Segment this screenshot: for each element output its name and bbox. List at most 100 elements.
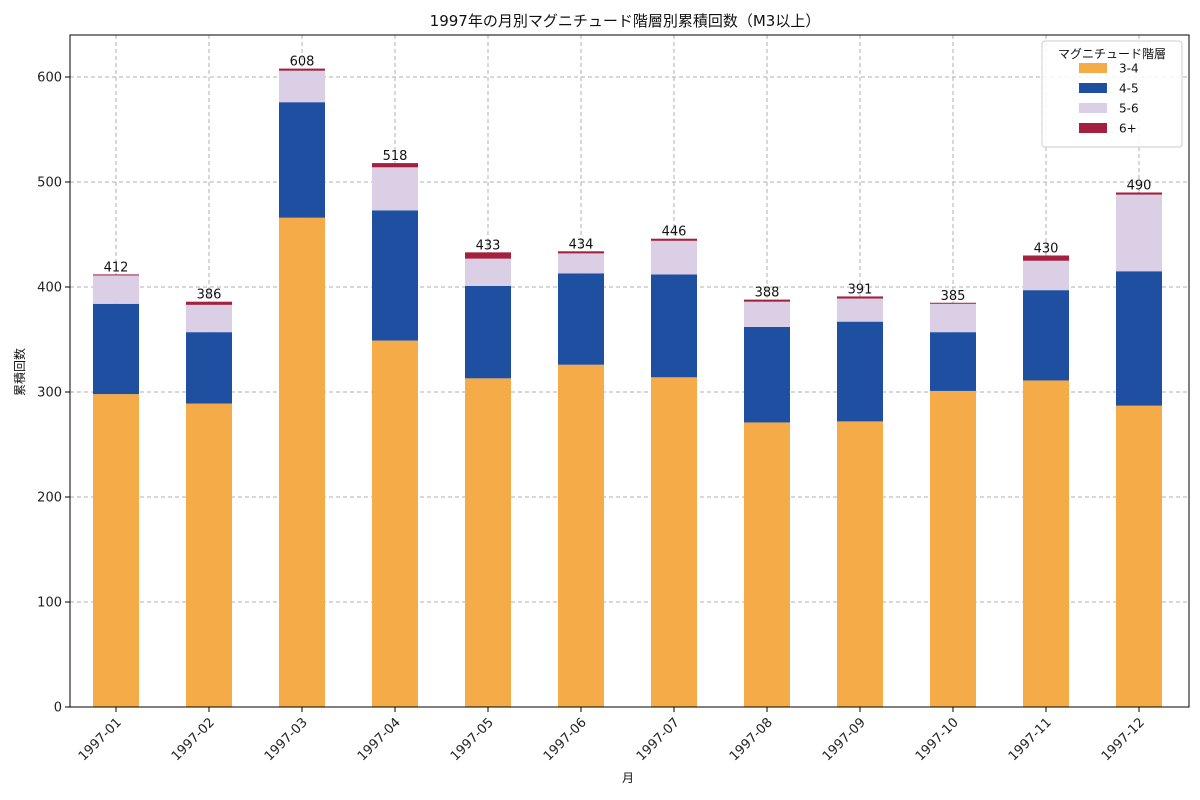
- bar-segment-6+: [837, 296, 883, 299]
- x-tick-label: 1997-11: [1006, 715, 1055, 764]
- x-axis: 1997-01 1997-02 1997-03 1997-04 1997-05 1997-…: [76, 707, 1148, 764]
- bar-segment-3-4: [279, 217, 325, 707]
- x-axis-label: 月: [622, 771, 634, 785]
- x-tick-label: 1997-08: [727, 715, 776, 764]
- x-tick-label: 1997-01: [76, 715, 125, 764]
- bar-total-label: 434: [569, 237, 594, 252]
- bar-segment-5-6: [1116, 194, 1162, 272]
- bar-segment-3-4: [558, 364, 604, 707]
- plot-frame: [69, 34, 1190, 708]
- bar-total-label: 388: [755, 286, 780, 301]
- x-tick-label: 1997-06: [541, 715, 590, 764]
- bar-segment-5-6: [372, 167, 418, 211]
- bar-segment-3-4: [465, 378, 511, 707]
- bar-segment-4-5: [744, 326, 790, 423]
- bar-segment-6+: [93, 274, 139, 276]
- legend-swatch-5-6: [1079, 103, 1107, 113]
- bar-segment-6+: [186, 301, 232, 305]
- bar-segment-3-4: [837, 421, 883, 707]
- bar-segment-4-5: [279, 102, 325, 218]
- legend-label: 4-5: [1119, 82, 1139, 96]
- y-tick-label: 200: [37, 491, 62, 506]
- bar-total-label: 391: [848, 282, 873, 297]
- x-tick-label: 1997-09: [820, 715, 869, 764]
- x-tick-label: 1997-02: [169, 715, 218, 764]
- bar-segment-5-6: [837, 298, 883, 322]
- bar-segment-4-5: [465, 285, 511, 379]
- bar-segment-5-6: [1023, 260, 1069, 291]
- bar-total-label: 490: [1127, 179, 1152, 194]
- bar-segment-3-4: [1023, 380, 1069, 707]
- bar-total-label: 430: [1034, 242, 1059, 257]
- legend-label: 5-6: [1119, 102, 1139, 116]
- bar-segment-3-4: [186, 403, 232, 707]
- bar-segment-5-6: [558, 253, 604, 274]
- bar-segment-3-4: [744, 422, 790, 707]
- bar-total-label: 412: [104, 260, 129, 275]
- bar-total-label: 446: [662, 225, 687, 240]
- bar-segment-3-4: [372, 340, 418, 707]
- x-tick-label: 1997-12: [1099, 715, 1148, 764]
- x-tick-label: 1997-07: [634, 715, 683, 764]
- bars: [93, 68, 1162, 707]
- bar-total-label: 433: [476, 238, 501, 253]
- legend-swatch-3-4: [1079, 63, 1107, 73]
- bar-segment-4-5: [558, 273, 604, 365]
- bar-segment-4-5: [186, 332, 232, 404]
- legend-swatch-6+: [1079, 123, 1107, 133]
- bar-segment-5-6: [651, 240, 697, 275]
- bar-segment-6+: [1116, 192, 1162, 195]
- bar-segment-4-5: [930, 332, 976, 391]
- chart-title: 1997年の月別マグニチュード階層別累積回数（M3以上）: [430, 12, 821, 30]
- y-tick-label: 400: [37, 281, 62, 296]
- bar-total-label: 518: [383, 149, 408, 164]
- bar-total-label: 608: [290, 55, 315, 70]
- bar-segment-4-5: [1116, 271, 1162, 406]
- legend-frame: [1041, 40, 1183, 148]
- bar-segment-3-4: [930, 390, 976, 707]
- legend-label: 3-4: [1119, 62, 1139, 76]
- bar-segment-5-6: [930, 303, 976, 333]
- bar-segment-5-6: [465, 258, 511, 286]
- x-tick-label: 1997-04: [355, 715, 404, 764]
- bar-total-label: 386: [197, 288, 222, 303]
- x-tick-label: 1997-03: [262, 715, 311, 764]
- bar-segment-5-6: [744, 301, 790, 327]
- x-tick-label: 1997-10: [913, 715, 962, 764]
- bar-segment-4-5: [93, 303, 139, 395]
- bar-segment-6+: [372, 163, 418, 168]
- total-labels: 412 386 608 518 433 434 446 388 391 385 430 490: [104, 55, 1152, 304]
- bar-segment-6+: [651, 238, 697, 241]
- bar-segment-6+: [465, 252, 511, 259]
- legend-swatch-4-5: [1079, 83, 1107, 93]
- bar-segment-4-5: [837, 321, 883, 422]
- bar-segment-5-6: [186, 304, 232, 333]
- bar-segment-6+: [930, 302, 976, 304]
- y-axis: 0 100 200 300 400 500 600: [37, 71, 70, 716]
- y-tick-label: 100: [37, 596, 62, 611]
- bar-segment-6+: [558, 251, 604, 254]
- y-tick-label: 0: [54, 701, 62, 716]
- legend: マグニチュード階層 3-4 4-5 5-6 6+: [1041, 40, 1183, 148]
- grid-lines: [70, 35, 1189, 708]
- bar-segment-4-5: [372, 210, 418, 341]
- bar-total-label: 385: [941, 289, 966, 304]
- y-tick-label: 500: [37, 176, 62, 191]
- bar-segment-5-6: [279, 70, 325, 103]
- x-tick-label: 1997-05: [448, 715, 497, 764]
- bar-segment-4-5: [651, 274, 697, 378]
- y-axis-label: 累積回数: [12, 348, 27, 396]
- legend-title: マグニチュード階層: [1058, 46, 1166, 61]
- y-tick-label: 600: [37, 71, 62, 86]
- bar-segment-6+: [1023, 255, 1069, 261]
- bar-segment-3-4: [93, 394, 139, 707]
- y-tick-label: 300: [37, 386, 62, 401]
- bar-segment-4-5: [1023, 290, 1069, 381]
- bar-segment-6+: [744, 299, 790, 302]
- bar-segment-3-4: [1116, 405, 1162, 707]
- bar-segment-6+: [279, 68, 325, 71]
- legend-label: 6+: [1119, 122, 1137, 136]
- bar-segment-5-6: [93, 275, 139, 304]
- bar-segment-3-4: [651, 377, 697, 707]
